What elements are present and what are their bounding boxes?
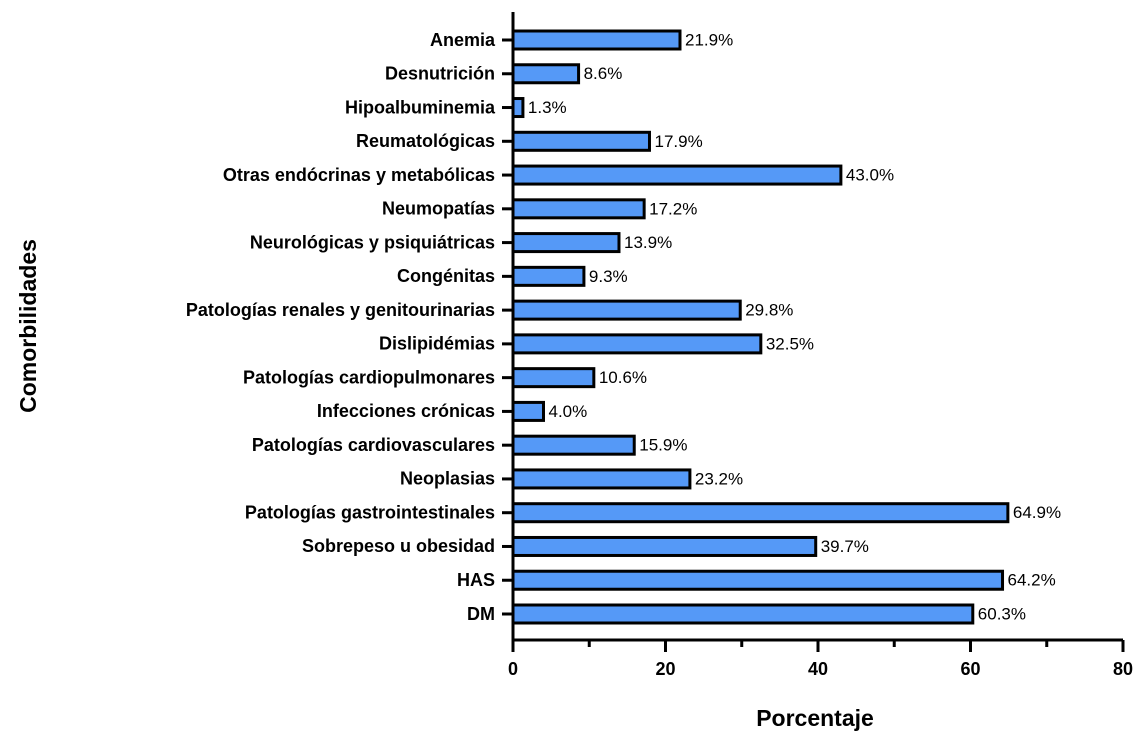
bar	[511, 333, 763, 355]
x-tick-label: 0	[508, 659, 518, 679]
y-tick-label: Hipoalbuminemia	[345, 97, 496, 117]
y-tick-label: Infecciones crónicas	[317, 401, 495, 421]
value-label: 13.9%	[624, 233, 672, 252]
value-label: 60.3%	[978, 604, 1026, 623]
y-tick-label: Neoplasias	[400, 469, 495, 489]
y-tick-label: Congénitas	[397, 266, 495, 286]
value-label: 64.9%	[1013, 503, 1061, 522]
x-tick-label: 80	[1113, 659, 1133, 679]
y-tick-label: Sobrepeso u obesidad	[302, 536, 495, 556]
bar	[511, 468, 692, 490]
y-tick-label: Neurológicas y psiquiátricas	[250, 232, 495, 252]
y-tick-label: Neumopatías	[382, 199, 495, 219]
bar	[511, 502, 1010, 524]
y-tick-label: Patologías cardiovasculares	[252, 435, 495, 455]
bar	[511, 29, 682, 51]
x-axis-title: Porcentaje	[756, 705, 874, 731]
bar	[511, 164, 843, 186]
value-label: 10.6%	[599, 368, 647, 387]
x-tick-label: 40	[808, 659, 828, 679]
value-label: 1.3%	[528, 98, 567, 117]
x-tick-label: 20	[655, 659, 675, 679]
y-tick-label: Patologías gastrointestinales	[245, 502, 495, 522]
bar	[511, 63, 581, 85]
bar	[511, 535, 818, 557]
bar	[511, 265, 586, 287]
bar	[511, 434, 636, 456]
value-label: 23.2%	[695, 469, 743, 488]
bar	[511, 400, 545, 422]
value-label: 64.2%	[1008, 571, 1056, 590]
bar	[511, 130, 651, 152]
y-tick-label: Dislipidémias	[379, 334, 495, 354]
value-label: 9.3%	[589, 267, 628, 286]
value-label: 21.9%	[685, 30, 733, 49]
bar	[511, 232, 621, 254]
value-label: 39.7%	[821, 537, 869, 556]
y-tick-label: Patologías cardiopulmonares	[243, 367, 495, 387]
y-axis-title: Comorbilidades	[15, 239, 41, 413]
y-tick-label: HAS	[457, 570, 495, 590]
bar	[511, 97, 525, 119]
y-tick-label: Patologías renales y genitourinarias	[186, 300, 495, 320]
value-label: 15.9%	[639, 436, 687, 455]
value-label: 43.0%	[846, 166, 894, 185]
y-tick-label: DM	[467, 604, 495, 624]
y-tick-label: Desnutrición	[385, 64, 495, 84]
bar	[511, 569, 1005, 591]
y-tick-label: Reumatológicas	[356, 131, 495, 151]
value-label: 17.9%	[654, 132, 702, 151]
bar	[511, 603, 975, 625]
y-tick-label: Anemia	[430, 30, 496, 50]
bar	[511, 299, 742, 321]
value-label: 29.8%	[745, 301, 793, 320]
value-label: 32.5%	[766, 334, 814, 353]
y-tick-label: Otras endócrinas y metabólicas	[223, 165, 495, 185]
x-tick-label: 60	[960, 659, 980, 679]
bar	[511, 198, 646, 220]
bar	[511, 367, 596, 389]
value-label: 8.6%	[584, 64, 623, 83]
value-label: 17.2%	[649, 199, 697, 218]
value-label: 4.0%	[549, 402, 588, 421]
